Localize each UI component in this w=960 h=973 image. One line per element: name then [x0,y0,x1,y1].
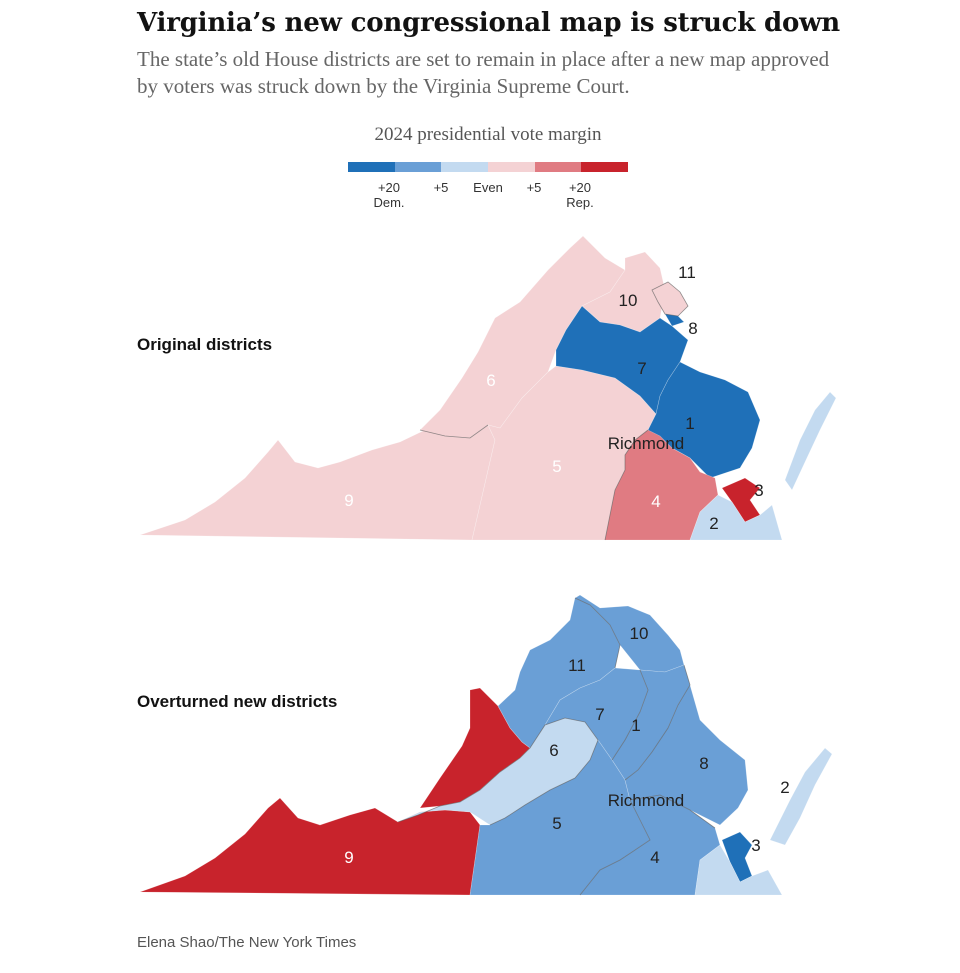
legend [348,162,629,172]
city-label-richmond: Richmond [608,434,685,453]
headline: Virginia’s new congressional map is stru… [137,8,840,38]
district-label: 3 [754,481,763,500]
boundary-new-5-4 [579,799,651,896]
district-label: 5 [552,457,561,476]
boundary-new-4-8 [629,794,716,829]
district-label: 1 [685,414,694,433]
district-label: 4 [650,848,659,867]
map-label-original: Original districts [137,335,273,354]
district-labels-new: 9 10 11 7 1 6 8 2 5 4 3 Richmond [344,624,789,867]
district-label: 6 [549,741,558,760]
boundary-new-7-1 [611,669,649,761]
district-label: 6 [486,371,495,390]
district-label: 5 [552,814,561,833]
legend-swatch-dem-even [441,162,489,172]
district-label: 11 [678,263,696,282]
legend-tick-even: Even [473,180,503,195]
legend-tick-rep-20: +20 Rep. [566,180,594,210]
map-label-new: Overturned new districts [137,692,338,711]
credit-line: Elena Shao/The New York Times [137,934,357,951]
district-label: 9 [344,491,353,510]
district-label: 10 [619,291,638,310]
legend-swatch-rep-20 [581,162,629,172]
district-label: 2 [780,778,789,797]
district-label: 7 [637,359,646,378]
district-2 [689,391,837,541]
district-label: 9 [344,848,353,867]
boundary-original-dc-area [651,281,689,317]
district-3 [721,477,761,523]
district-label: 8 [688,319,697,338]
legend-title: 2024 presidential vote margin [374,124,602,145]
district-10 [581,251,666,333]
district-label: 11 [568,656,586,675]
legend-tick-dem-5: +5 [433,180,449,195]
legend-swatch-rep-5 [534,162,582,172]
district-labels-original: 9 6 5 4 10 11 8 7 1 3 2 Richmond [344,263,763,533]
district-9 [139,687,531,896]
district-3 [721,831,753,883]
legend-color-bar [348,162,629,172]
district-label: 3 [751,836,760,855]
legend-swatch-rep-even [488,162,535,172]
legend-tick-rep-5: +5 [526,180,542,195]
boundary-new-6 [397,717,599,826]
district-label: 10 [630,624,649,643]
boundary-new-11-10 [574,597,621,669]
legend-swatch-dem-20 [348,162,395,172]
district-label: 8 [699,754,708,773]
boundary-new-1-8 [624,664,691,781]
map-original-districts: 9 6 5 4 10 11 8 7 1 3 2 Richmond [139,235,837,541]
district-2 [694,747,833,896]
district-label: 4 [651,492,660,511]
city-label-richmond: Richmond [608,791,685,810]
legend-swatch-dem-5 [394,162,442,172]
district-label: 7 [595,705,604,724]
boundary-original-9-6 [419,424,489,439]
subheadline: The state’s old House districts are set … [137,47,830,98]
district-label: 2 [709,514,718,533]
legend-tick-dem-20: +20 Dem. [373,180,405,210]
district-9 [139,424,496,541]
boundary-original-richmond [604,429,649,541]
district-label: 1 [631,716,640,735]
